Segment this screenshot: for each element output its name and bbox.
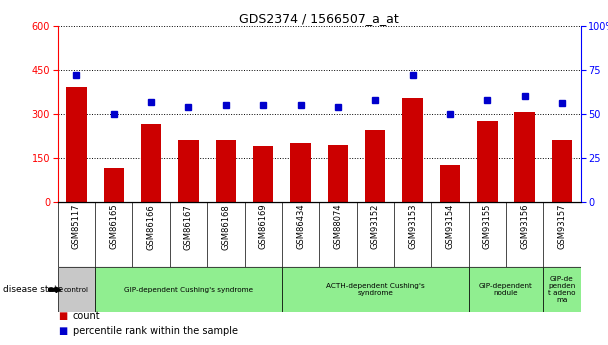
Bar: [216, 140, 236, 202]
Bar: [290, 143, 311, 202]
Bar: [544, 267, 581, 312]
Text: GIP-dependent
nodule: GIP-dependent nodule: [479, 283, 533, 296]
Bar: [402, 98, 423, 202]
Text: GSM85117: GSM85117: [72, 204, 81, 249]
Title: GDS2374 / 1566507_a_at: GDS2374 / 1566507_a_at: [240, 12, 399, 25]
Text: GSM93157: GSM93157: [558, 204, 567, 249]
Text: GSM93153: GSM93153: [408, 204, 417, 249]
Bar: [469, 267, 544, 312]
Text: GSM93156: GSM93156: [520, 204, 529, 249]
Text: count: count: [73, 311, 100, 321]
Bar: [103, 168, 124, 202]
Text: GSM93154: GSM93154: [446, 204, 454, 249]
Text: percentile rank within the sample: percentile rank within the sample: [73, 326, 238, 336]
Bar: [365, 130, 385, 202]
Text: GSM86169: GSM86169: [258, 204, 268, 249]
Bar: [328, 145, 348, 202]
Text: ■: ■: [58, 326, 67, 336]
Text: GSM93155: GSM93155: [483, 204, 492, 249]
Bar: [178, 140, 199, 202]
Bar: [282, 267, 469, 312]
Bar: [551, 140, 572, 202]
Bar: [58, 267, 95, 312]
Bar: [440, 165, 460, 202]
Text: GSM86167: GSM86167: [184, 204, 193, 249]
Bar: [253, 146, 274, 202]
Bar: [514, 112, 535, 202]
Text: control: control: [64, 287, 89, 293]
Bar: [141, 124, 161, 202]
Text: GSM88074: GSM88074: [333, 204, 342, 249]
Text: GIP-dependent Cushing's syndrome: GIP-dependent Cushing's syndrome: [124, 287, 253, 293]
Text: GSM86165: GSM86165: [109, 204, 119, 249]
Bar: [66, 87, 87, 202]
Text: disease state: disease state: [3, 285, 63, 294]
Text: GIP-de
penden
t adeno
ma: GIP-de penden t adeno ma: [548, 276, 576, 303]
Text: ACTH-dependent Cushing's
syndrome: ACTH-dependent Cushing's syndrome: [326, 283, 424, 296]
Text: GSM86434: GSM86434: [296, 204, 305, 249]
Bar: [95, 267, 282, 312]
Text: GSM93152: GSM93152: [371, 204, 380, 249]
Text: GSM86166: GSM86166: [147, 204, 156, 249]
Text: ■: ■: [58, 311, 67, 321]
Text: GSM86168: GSM86168: [221, 204, 230, 249]
Bar: [477, 121, 497, 202]
